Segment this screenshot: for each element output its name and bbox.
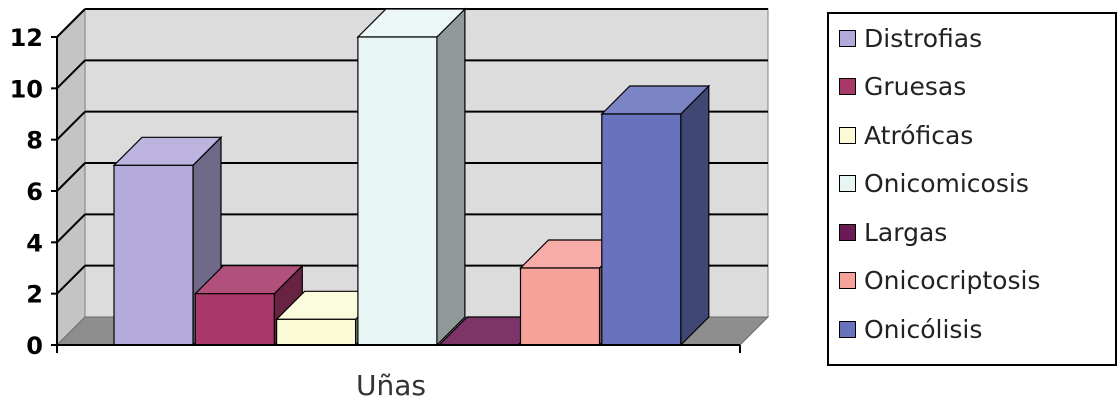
legend-label: Distrofias [864,23,983,53]
gridline-diag-2 [56,264,86,295]
legend-swatch [839,29,856,47]
bar-side [680,84,710,347]
y-tick-label-8: 8 [26,127,43,155]
bars [112,7,711,347]
legend-label: Largas [864,217,948,247]
x-axis-category-label: Uñas [356,369,426,402]
legend-item: Onicólisis [829,309,982,349]
y-tick-label-4: 4 [26,229,43,257]
legend-swatch [839,320,856,338]
legend-item: Onicomicosis [829,164,1029,204]
legend-swatch [839,223,856,241]
y-tick-label-12: 12 [10,24,43,52]
gridline-diag-6 [56,162,86,192]
legend-item: Distrofias [829,18,982,58]
bar-onicólisis [600,84,711,347]
bar-side [436,7,466,347]
bar-front [194,293,275,346]
y-tick-label-10: 10 [10,75,43,103]
legend-label: Onicólisis [864,314,983,344]
bar-front [113,164,194,346]
legend-label: Atróficas [864,120,974,150]
legend-swatch [839,272,856,289]
legend-item: Largas [829,212,947,252]
y-tick-label-0: 0 [26,332,43,360]
gridline-diag-4 [56,213,86,244]
value-axis: 0 2 4 6 8 10 12 [10,24,741,360]
gridline-diag-8 [56,110,86,141]
gridline-diag-10 [56,59,86,90]
y-tick-label-6: 6 [26,178,43,206]
legend-swatch [839,126,856,144]
bar-front [276,318,357,346]
legend-label: Onicocriptosis [864,266,1041,295]
bar-chart: 0 2 4 6 8 10 12 Uñas [10,7,770,402]
legend: Distrofias Gruesas Atróficas Onicomicosis La… [827,12,1117,366]
y-tick-label-2: 2 [26,281,43,309]
bar-front [519,267,601,346]
legend-swatch [839,78,856,95]
legend-label: Gruesas [864,72,967,101]
legend-label: Onicomicosis [864,169,1029,198]
legend-item: Atróficas [829,115,973,155]
legend-item: Onicocriptosis [829,261,1040,301]
gridline-diag-12 [56,8,86,38]
bar-onicomicosis [356,7,467,347]
bar-front [357,36,438,346]
legend-item: Gruesas [829,67,966,107]
legend-swatch [839,175,856,192]
bar-front [601,113,682,346]
